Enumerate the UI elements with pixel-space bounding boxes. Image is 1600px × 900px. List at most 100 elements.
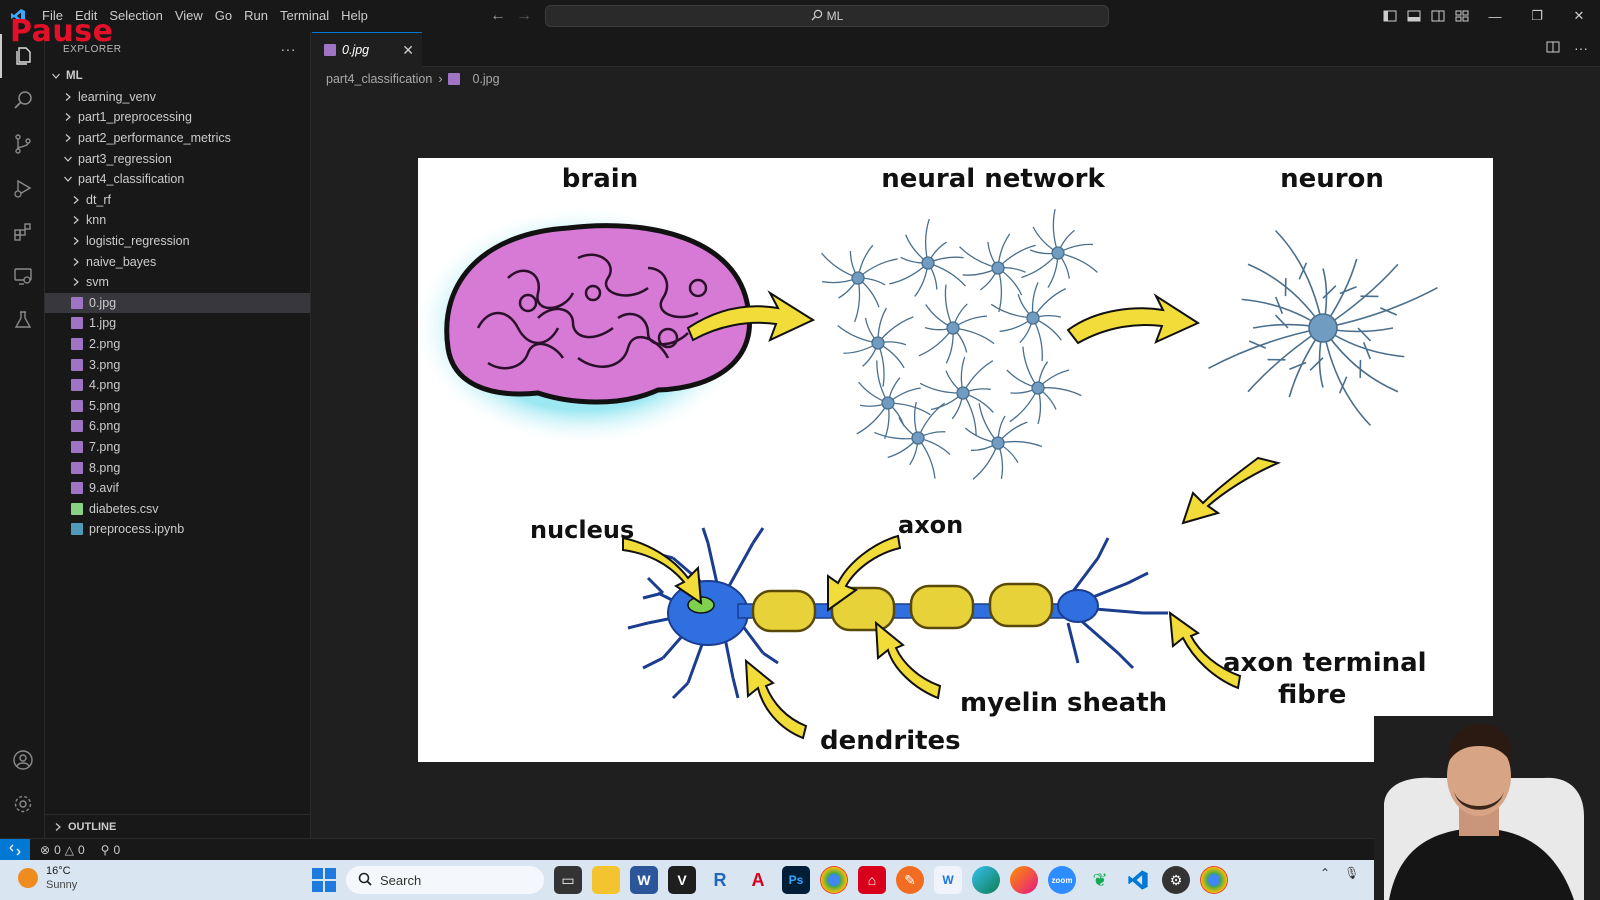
menu-go[interactable]: Go xyxy=(214,8,233,23)
minimize-icon[interactable]: — xyxy=(1488,8,1502,24)
tree-item[interactable]: learning_venv xyxy=(45,87,310,108)
tree-item[interactable]: 7.png xyxy=(45,437,310,458)
tree-item[interactable]: 8.png xyxy=(45,457,310,478)
close-tab-icon[interactable]: ✕ xyxy=(402,42,414,58)
remote-indicator-icon[interactable] xyxy=(0,838,30,861)
microphone-icon[interactable]: 🎙︎ xyxy=(1344,866,1360,880)
chrome-alt-icon[interactable] xyxy=(1200,866,1228,894)
tree-item[interactable]: 5.png xyxy=(45,396,310,417)
source-control-icon[interactable] xyxy=(0,122,45,166)
word-icon[interactable]: W xyxy=(630,866,658,894)
r-icon[interactable]: R xyxy=(713,869,727,890)
tree-item[interactable]: part2_performance_metrics xyxy=(45,128,310,149)
photoshop-icon[interactable]: Ps xyxy=(782,866,810,894)
tree-item[interactable]: 3.png xyxy=(45,354,310,375)
menu-help[interactable]: Help xyxy=(341,8,368,23)
testing-flask-icon[interactable] xyxy=(0,298,45,342)
outline-section[interactable]: OUTLINE xyxy=(45,814,311,838)
label-fibre: fibre xyxy=(1278,680,1346,710)
image-file-icon xyxy=(71,482,83,495)
file-tree: learning_venv part1_preprocessing part2_pe… xyxy=(45,87,310,540)
vim-icon[interactable]: V xyxy=(668,866,696,894)
firefox-icon[interactable] xyxy=(1010,866,1038,894)
problems-indicator[interactable]: ⊗ 0 △ 0 xyxy=(30,843,85,857)
toggle-secondary-sidebar-icon[interactable] xyxy=(1426,0,1450,32)
mongodb-icon[interactable]: ❦ xyxy=(1092,869,1108,890)
file-explorer-icon[interactable] xyxy=(592,866,620,894)
tree-item[interactable]: 4.png xyxy=(45,375,310,396)
task-view-icon[interactable]: ▭ xyxy=(554,866,582,894)
forward-arrow-icon[interactable]: → xyxy=(516,7,532,24)
tree-item[interactable]: part4_classification xyxy=(45,169,310,190)
pen-app-icon[interactable]: ✎ xyxy=(896,866,924,894)
tree-item[interactable]: naive_bayes xyxy=(45,251,310,272)
chrome-icon[interactable] xyxy=(820,866,848,894)
tree-item[interactable]: part3_regression xyxy=(45,148,310,169)
tree-item[interactable]: part1_preprocessing xyxy=(45,107,310,128)
tree-root-folder[interactable]: ML xyxy=(45,66,310,87)
split-editor-icon[interactable] xyxy=(1546,40,1560,57)
menu-view[interactable]: View xyxy=(174,8,203,23)
toggle-panel-icon[interactable] xyxy=(1402,0,1426,32)
chevron-up-icon[interactable]: ⌃ xyxy=(1320,866,1331,880)
weather-widget[interactable]: 16°C Sunny xyxy=(18,864,77,892)
zoom-icon[interactable]: zoom xyxy=(1048,866,1076,894)
menu-terminal[interactable]: Terminal xyxy=(280,8,330,23)
tree-item[interactable]: 9.avif xyxy=(45,478,310,499)
menu-file[interactable]: File xyxy=(42,8,63,23)
breadcrumb-folder[interactable]: part4_classification xyxy=(326,72,433,86)
extensions-icon[interactable] xyxy=(0,210,45,254)
remote-explorer-icon[interactable] xyxy=(0,254,45,298)
taskbar-search[interactable]: Search xyxy=(346,866,544,894)
tree-item-label: learning_venv xyxy=(78,89,156,104)
explorer-icon[interactable] xyxy=(0,34,45,78)
label-nucleus: nucleus xyxy=(530,516,634,544)
breadcrumb: part4_classification › 0.jpg xyxy=(326,68,500,90)
run-debug-icon[interactable] xyxy=(0,166,45,210)
tree-item[interactable]: diabetes.csv xyxy=(45,498,310,519)
csv-file-icon xyxy=(71,502,83,515)
tree-item[interactable]: knn xyxy=(45,210,310,231)
chevron-down-icon xyxy=(61,172,75,186)
search-icon[interactable] xyxy=(0,78,45,122)
editor-more-actions-icon[interactable]: ··· xyxy=(1574,40,1588,56)
neural-network-drawing xyxy=(821,208,1098,480)
tree-item-label: diabetes.csv xyxy=(89,501,159,516)
tree-item[interactable]: svm xyxy=(45,272,310,293)
acrobat-icon[interactable]: A xyxy=(751,869,765,890)
close-window-icon[interactable]: ✕ xyxy=(1573,8,1585,23)
menu-edit[interactable]: Edit xyxy=(74,8,98,23)
weather-desc: Sunny xyxy=(46,879,78,891)
breadcrumb-file[interactable]: 0.jpg xyxy=(472,72,500,86)
toggle-primary-sidebar-icon[interactable] xyxy=(1378,0,1402,32)
tree-item[interactable]: 0.jpg xyxy=(45,292,310,314)
pdf-icon[interactable]: ⌂ xyxy=(858,866,886,894)
tree-item[interactable]: 1.jpg xyxy=(45,313,310,334)
ports-indicator[interactable]: ⚲ 0 xyxy=(85,843,120,857)
tab-0-jpg[interactable]: 0.jpg ✕ xyxy=(312,32,422,67)
wps-icon[interactable]: W xyxy=(934,866,962,894)
tree-item[interactable]: 2.png xyxy=(45,334,310,355)
account-icon[interactable] xyxy=(0,738,45,782)
tree-item[interactable]: preprocess.ipynb xyxy=(45,519,310,540)
image-file-icon xyxy=(71,440,83,453)
image-file-icon xyxy=(71,379,83,392)
vscode-logo-icon xyxy=(0,0,36,32)
menu-selection[interactable]: Selection xyxy=(109,8,163,23)
command-center-search[interactable]: ML xyxy=(545,5,1109,27)
menu-run[interactable]: Run xyxy=(244,8,268,23)
tree-item[interactable]: dt_rf xyxy=(45,190,310,211)
tree-item[interactable]: logistic_regression xyxy=(45,231,310,252)
restore-icon[interactable]: ❐ xyxy=(1531,8,1543,23)
tree-item[interactable]: 6.png xyxy=(45,416,310,437)
status-bar: ⊗ 0 △ 0 ⚲ 0 🔔︎ xyxy=(0,838,1600,861)
back-arrow-icon[interactable]: ← xyxy=(490,7,506,24)
customize-layout-icon[interactable] xyxy=(1450,0,1474,32)
vscode-taskbar-icon[interactable] xyxy=(1124,866,1152,894)
windows-start-icon[interactable] xyxy=(312,868,336,892)
tree-item-label: part3_regression xyxy=(78,151,172,166)
settings-app-icon[interactable]: ⚙ xyxy=(1162,866,1190,894)
edge-icon[interactable] xyxy=(972,866,1000,894)
settings-gear-icon[interactable] xyxy=(0,782,45,826)
more-actions-icon[interactable]: ··· xyxy=(280,41,296,57)
